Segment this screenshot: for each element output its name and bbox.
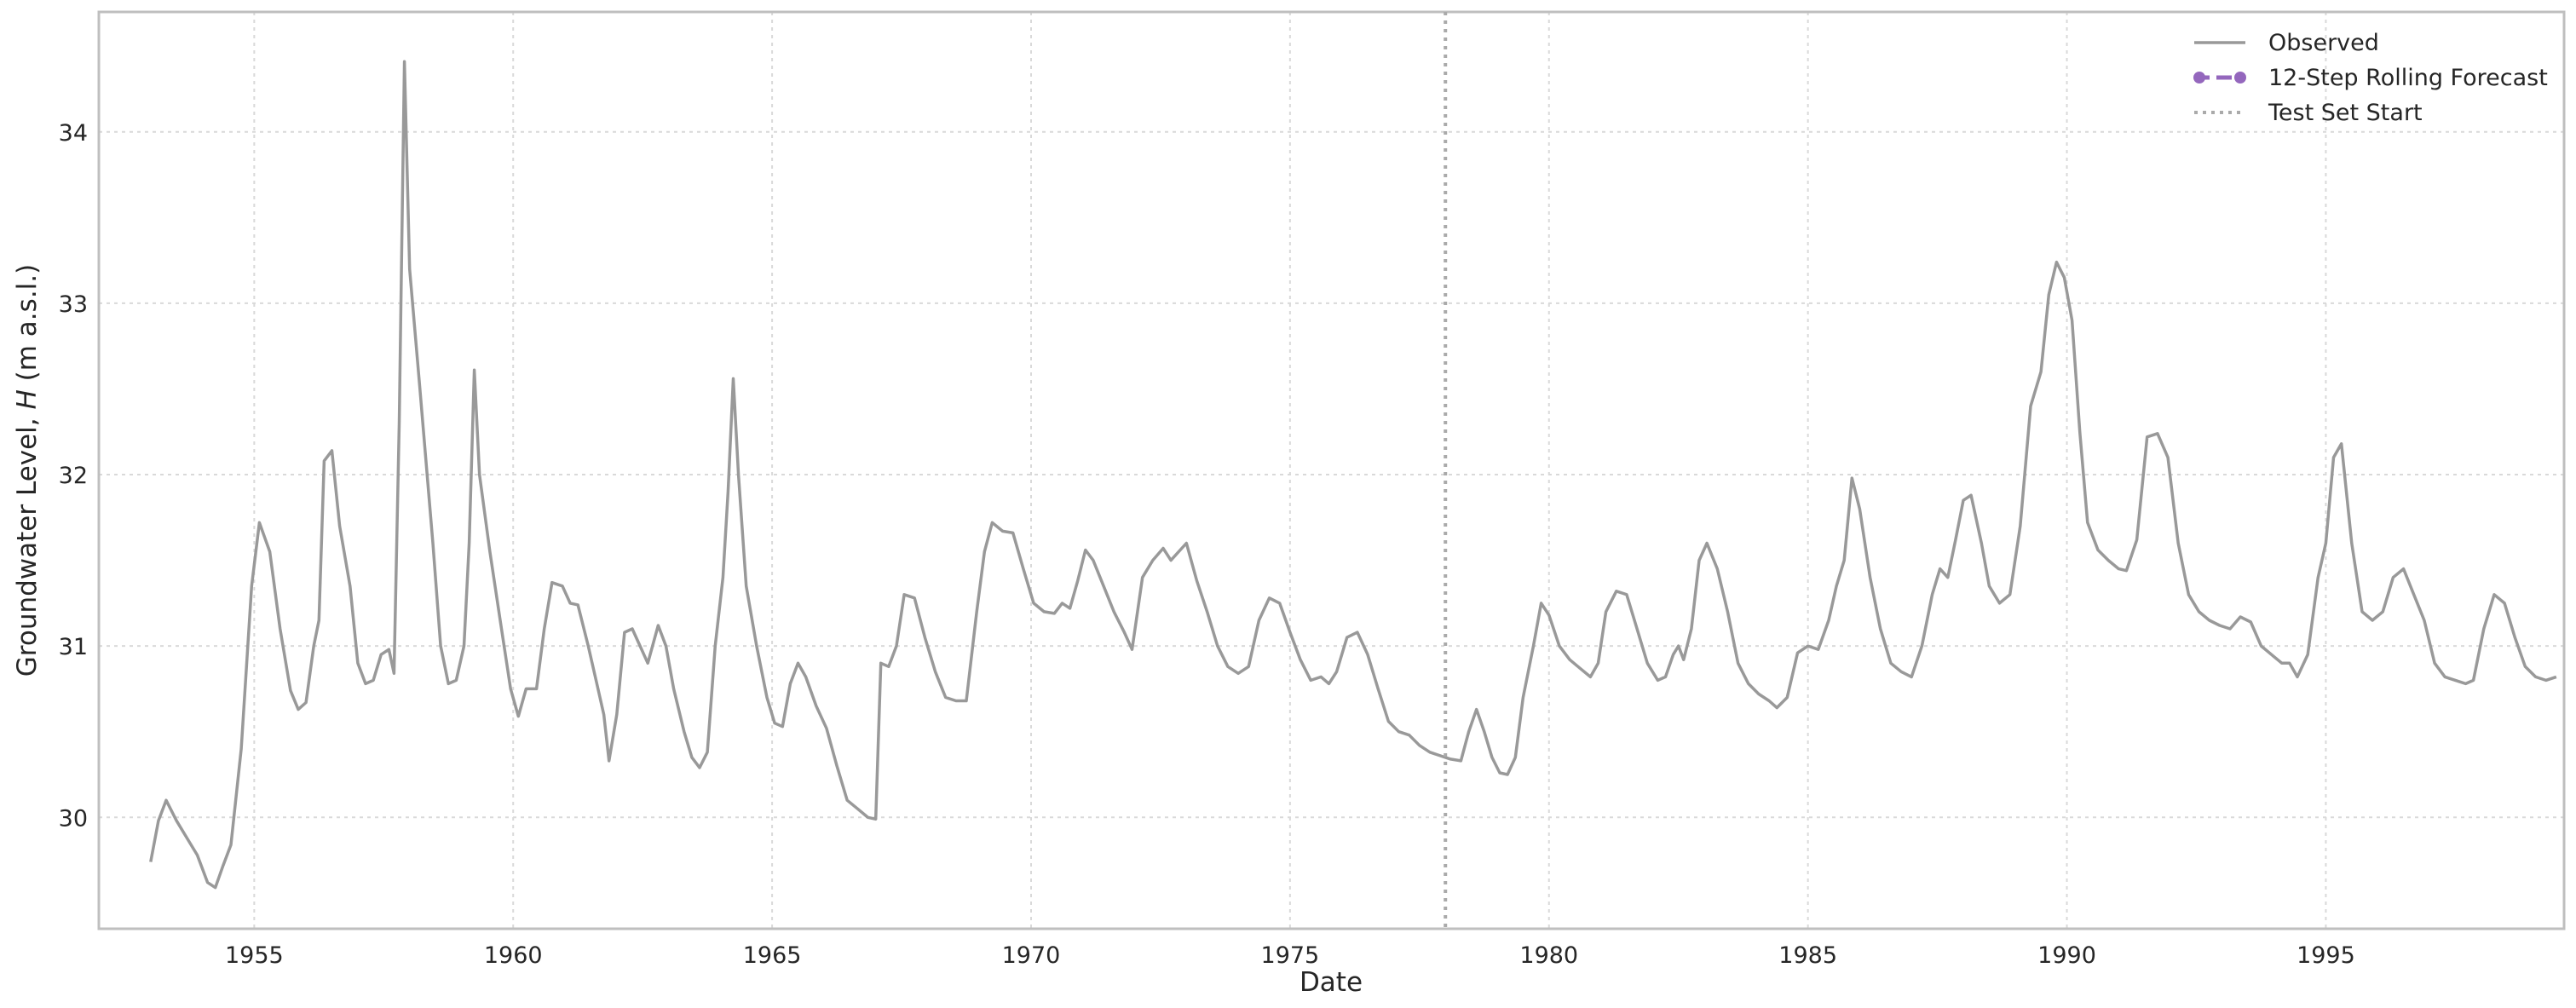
x-tick-label: 1975 bbox=[1261, 942, 1320, 969]
x-axis-label: Date bbox=[1300, 967, 1363, 998]
legend-forecast-marker-left bbox=[2193, 72, 2205, 84]
y-axis-label-prefix: Groundwater Level, bbox=[12, 409, 43, 677]
x-tick-label: 1990 bbox=[2037, 942, 2096, 969]
x-tick-label: 1960 bbox=[484, 942, 543, 969]
y-axis-label-symbol: H bbox=[12, 389, 43, 409]
y-tick-label: 31 bbox=[59, 634, 88, 660]
y-tick-label: 33 bbox=[59, 291, 88, 318]
x-tick-label: 1980 bbox=[1519, 942, 1578, 969]
x-tick-label: 1995 bbox=[2297, 942, 2355, 969]
legend-forecast-label: 12-Step Rolling Forecast bbox=[2268, 65, 2548, 91]
plot-frame bbox=[97, 10, 2566, 930]
legend: Observed 12-Step Rolling Forecast Test S… bbox=[2193, 30, 2548, 126]
observed-line bbox=[149, 60, 2557, 890]
y-tick-label: 30 bbox=[59, 805, 88, 832]
x-tick-label: 1970 bbox=[1002, 942, 1061, 969]
y-tick-label: 34 bbox=[59, 120, 88, 147]
legend-test-start-label: Test Set Start bbox=[2268, 100, 2423, 126]
x-tick-label: 1985 bbox=[1778, 942, 1837, 969]
y-axis-label-suffix: (m a.s.l.) bbox=[12, 264, 43, 389]
y-axis-label: Groundwater Level, H (m a.s.l.) bbox=[12, 264, 43, 677]
x-tick-label: 1955 bbox=[225, 942, 284, 969]
legend-observed-label: Observed bbox=[2268, 30, 2379, 56]
legend-forecast-marker-right bbox=[2234, 72, 2246, 84]
y-tick-label: 32 bbox=[59, 463, 88, 489]
x-tick-label: 1965 bbox=[743, 942, 802, 969]
